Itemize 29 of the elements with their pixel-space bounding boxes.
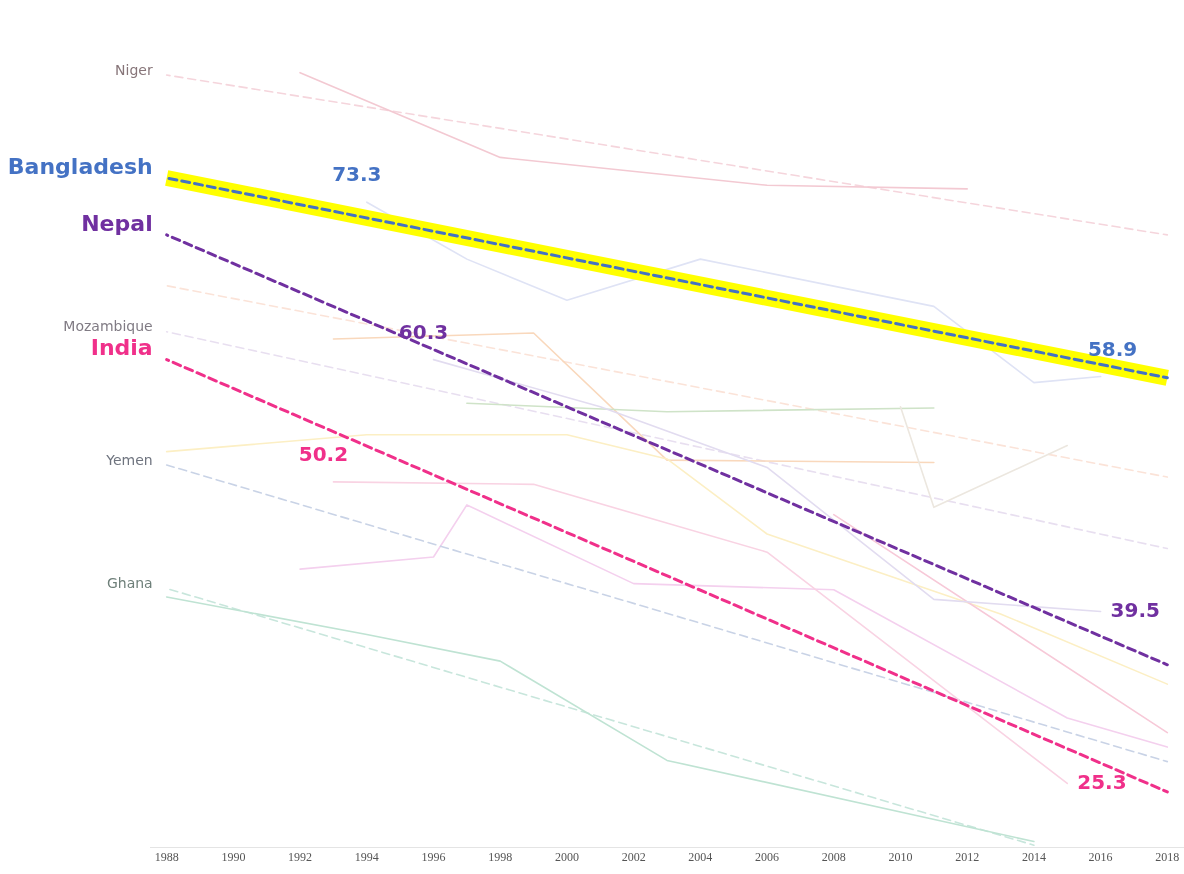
data-label: 73.3 (332, 162, 382, 187)
series-label: Bangladesh (7, 153, 153, 179)
series-label: Yemen (105, 451, 153, 468)
x-tick-label: 2010 (888, 849, 913, 864)
x-tick-label: 1990 (221, 849, 246, 864)
x-tick-label: 2012 (955, 849, 980, 864)
x-tick-label: 2018 (1155, 849, 1180, 864)
x-tick-label: 1992 (288, 849, 313, 864)
x-tick-label: 2006 (755, 849, 780, 864)
series-label: Niger (115, 61, 153, 78)
x-tick-label: 2004 (688, 849, 713, 864)
series-label: Mozambique (63, 318, 153, 335)
data-label: 50.2 (298, 442, 349, 467)
data-label: 58.9 (1087, 336, 1138, 361)
x-tick-label: 1996 (421, 849, 446, 864)
series-label: Ghana (106, 575, 153, 592)
series-label: Nepal (81, 210, 153, 236)
data-label: 39.5 (1110, 597, 1160, 622)
data-label: 60.3 (398, 319, 449, 344)
x-tick-label: 2002 (621, 849, 646, 864)
x-tick-label: 2000 (554, 849, 579, 864)
x-tick-label: 1988 (154, 849, 179, 864)
x-tick-label: 2008 (821, 849, 846, 864)
x-tick-label: 1994 (354, 849, 379, 864)
data-label: 25.3 (1077, 769, 1127, 794)
x-tick-label: 1998 (488, 849, 513, 864)
x-tick-label: 2014 (1021, 849, 1046, 864)
x-tick-label: 2016 (1088, 849, 1113, 864)
series-label: India (90, 335, 153, 361)
